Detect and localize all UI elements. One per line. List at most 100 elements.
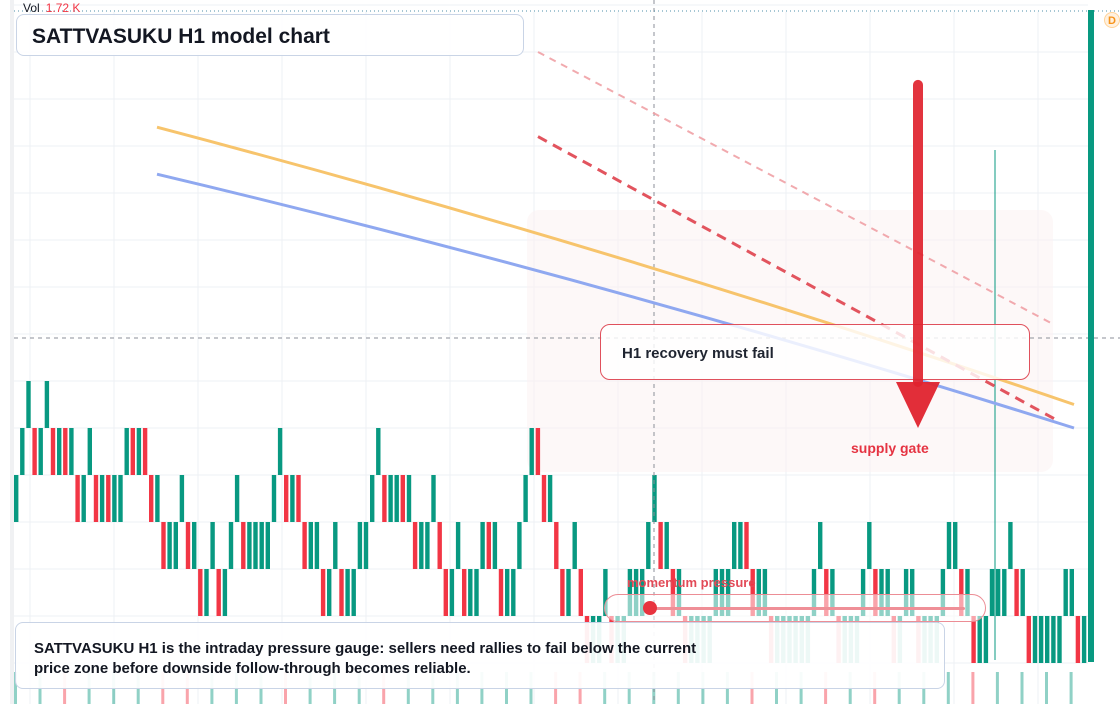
renko-brick [1069, 569, 1074, 616]
trendlines [537, 51, 1055, 420]
renko-brick [983, 616, 989, 663]
renko-brick [995, 569, 1001, 616]
renko-brick [474, 569, 479, 616]
renko-brick [419, 522, 424, 569]
renko-brick [535, 428, 541, 475]
volume-bar [971, 672, 975, 704]
renko-brick [762, 569, 768, 616]
renko-brick [1026, 616, 1031, 663]
renko-brick [431, 475, 436, 522]
momentum-label: momentum pressure [627, 575, 756, 590]
renko-brick [124, 428, 129, 475]
renko-brick [989, 569, 995, 616]
renko-brick [744, 522, 749, 569]
renko-brick [388, 475, 393, 522]
renko-brick [633, 569, 639, 616]
renko-brick [63, 428, 68, 475]
renko-brick [664, 522, 669, 569]
renko-brick [462, 569, 467, 616]
renko-brick [437, 522, 442, 569]
renko-brick [32, 428, 37, 475]
momentum-slider[interactable] [604, 594, 986, 622]
renko-brick [517, 522, 522, 569]
momentum-knob[interactable] [643, 601, 657, 615]
renko-brick [1051, 616, 1056, 663]
renko-brick [271, 475, 277, 522]
renko-brick [977, 616, 982, 663]
renko-brick [314, 522, 320, 569]
renko-brick [130, 428, 135, 475]
renko-brick [541, 475, 547, 522]
chart-title: SATTVASUKU H1 model chart [32, 25, 330, 48]
renko-brick [480, 522, 485, 569]
renko-brick [14, 475, 19, 522]
renko-brick [50, 428, 56, 475]
renko-brick [719, 569, 725, 616]
renko-brick [161, 522, 166, 569]
renko-brick [468, 569, 473, 616]
renko-brick [425, 522, 430, 569]
renko-brick [173, 522, 178, 569]
trend-line [537, 135, 1055, 420]
renko-brick [26, 381, 31, 428]
renko-brick [578, 569, 583, 616]
renko-brick [953, 522, 958, 569]
renko-brick [547, 475, 553, 522]
callout-panel: H1 recovery must fail [600, 324, 1030, 380]
volume-value: 1.72 K [45, 1, 81, 15]
renko-brick [658, 522, 663, 569]
renko-brick [81, 475, 86, 522]
note-panel: SATTVASUKU H1 is the intraday pressure g… [15, 622, 945, 689]
renko-brick [57, 428, 62, 475]
renko-brick [511, 569, 516, 616]
renko-brick [167, 522, 172, 569]
renko-brick [376, 428, 381, 475]
renko-brick [112, 475, 117, 522]
renko-brick [210, 522, 215, 569]
renko-brick [345, 569, 350, 616]
renko-brick [505, 569, 510, 616]
price-axis-bar [1088, 10, 1094, 662]
renko-brick [523, 475, 528, 522]
renko-brick [75, 475, 80, 522]
renko-brick [867, 522, 872, 569]
renko-brick [93, 475, 99, 522]
renko-brick [142, 428, 148, 475]
renko-brick [394, 475, 399, 522]
renko-brick [253, 522, 258, 569]
renko-brick [136, 428, 142, 475]
volume-bar [1020, 672, 1024, 704]
renko-brick [486, 522, 491, 569]
renko-brick [228, 522, 234, 569]
renko-brick [363, 522, 369, 569]
renko-brick [351, 569, 356, 616]
renko-brick [940, 569, 946, 616]
left-axis-strip [10, 0, 14, 704]
renko-brick [308, 522, 313, 569]
volume-bar [1069, 672, 1073, 704]
renko-brick [20, 428, 25, 475]
renko-brick [554, 522, 559, 569]
renko-brick [603, 569, 608, 616]
renko-brick [860, 569, 866, 616]
renko-brick [640, 569, 645, 616]
volume-indicator: Vol 1.72 K [23, 1, 80, 15]
renko-brick [1032, 616, 1038, 663]
renko-brick [69, 428, 74, 475]
renko-brick [572, 522, 577, 569]
renko-brick [1002, 569, 1007, 616]
renko-brick [290, 475, 295, 522]
renko-brick [879, 569, 884, 616]
renko-brick [965, 569, 970, 616]
renko-brick [885, 569, 890, 616]
note-text: SATTVASUKU H1 is the intraday pressure g… [34, 640, 697, 677]
volume-bar [1045, 672, 1048, 704]
renko-brick [234, 475, 240, 522]
renko-brick [1063, 569, 1068, 616]
renko-brick [873, 569, 878, 616]
renko-brick [498, 569, 504, 616]
renko-brick [155, 475, 160, 522]
dividend-badge[interactable]: D [1104, 12, 1120, 28]
renko-brick [830, 569, 835, 616]
title-panel: SATTVASUKU H1 model chart [16, 14, 524, 56]
